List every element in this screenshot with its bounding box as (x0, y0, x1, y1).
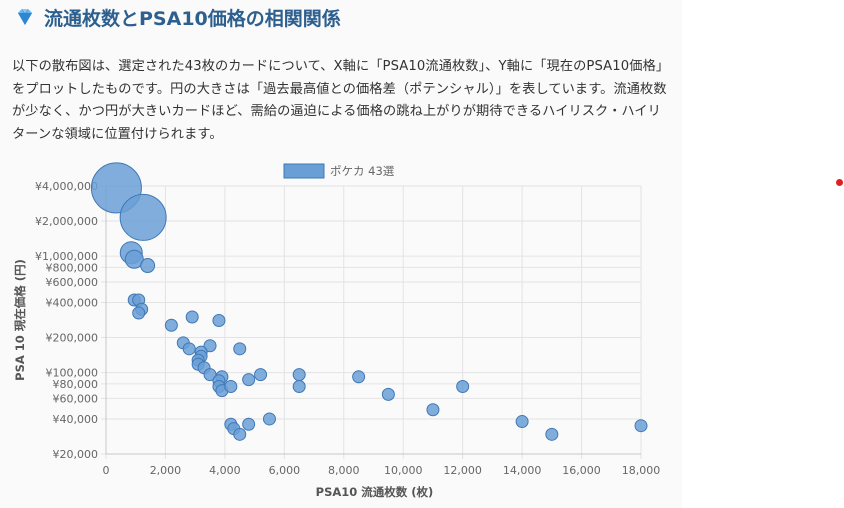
data-point (124, 249, 144, 269)
data-point (515, 415, 529, 429)
data-point (262, 412, 276, 426)
x-tick-label: 4,000 (209, 464, 241, 477)
data-point (132, 306, 146, 320)
x-axis-title: PSA10 流通枚数 (枚) (316, 485, 434, 499)
y-tick-label: ¥400,000 (46, 296, 99, 309)
legend-label: ポケカ 43選 (330, 164, 395, 178)
data-point (634, 419, 648, 433)
data-point (212, 314, 226, 328)
data-point (381, 387, 395, 401)
y-tick-label: ¥100,000 (46, 367, 99, 380)
data-point (545, 427, 559, 441)
data-point (224, 379, 238, 393)
y-tick-label: ¥1,000,000 (35, 250, 98, 263)
article-background (0, 0, 682, 508)
y-tick-label: ¥800,000 (46, 261, 99, 274)
data-point (242, 417, 256, 431)
y-axis-title: PSA 10 現在価格 (円) (13, 259, 27, 381)
data-point (242, 373, 256, 387)
x-tick-label: 2,000 (150, 464, 182, 477)
y-tick-label: ¥80,000 (53, 378, 99, 391)
y-tick-label: ¥60,000 (53, 392, 99, 405)
side-margin (682, 0, 844, 508)
data-point (203, 339, 217, 353)
y-tick-label: ¥600,000 (46, 276, 99, 289)
data-point (456, 379, 470, 393)
legend-swatch (283, 163, 325, 179)
data-point (292, 368, 306, 382)
data-point (182, 342, 196, 356)
x-tick-label: 18,000 (622, 464, 661, 477)
x-tick-label: 10,000 (384, 464, 423, 477)
y-tick-label: ¥200,000 (46, 332, 99, 345)
section-heading: 流通枚数とPSA10価格の相関関係 (14, 3, 341, 31)
data-point (140, 258, 156, 274)
red-marker-dot (836, 179, 843, 186)
x-tick-label: 0 (103, 464, 110, 477)
x-tick-label: 6,000 (269, 464, 301, 477)
data-point (292, 379, 306, 393)
y-tick-label: ¥20,000 (53, 448, 99, 461)
x-tick-label: 14,000 (503, 464, 542, 477)
scatter-chart: 0 2,000 4,000 6,000 8,000 10,000 12,000 14,000 1… (13, 162, 661, 499)
x-tick-label: 16,000 (562, 464, 601, 477)
chart-description: 以下の散布図は、選定された43枚のカードについて、X軸に「PSA10流通枚数」、… (12, 59, 670, 142)
x-tick-label: 8,000 (328, 464, 360, 477)
y-tick-label: ¥40,000 (53, 413, 99, 426)
data-point (352, 370, 366, 384)
data-point (119, 193, 167, 241)
data-point (254, 368, 268, 382)
data-point (185, 310, 199, 324)
diamond-icon (18, 9, 32, 25)
y-tick-label: ¥2,000,000 (35, 215, 98, 228)
data-point (233, 342, 247, 356)
data-point (426, 403, 440, 417)
x-tick-label: 12,000 (443, 464, 482, 477)
data-point (164, 318, 178, 332)
data-point (233, 427, 247, 441)
section-title: 流通枚数とPSA10価格の相関関係 (44, 7, 341, 30)
y-tick-label: ¥4,000,000 (35, 180, 98, 193)
